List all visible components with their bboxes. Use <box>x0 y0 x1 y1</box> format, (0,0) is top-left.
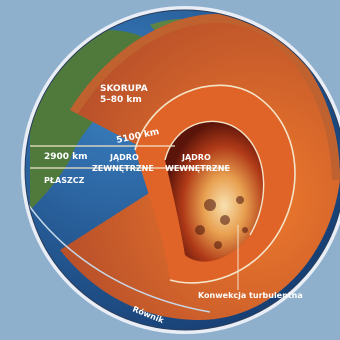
inner-core-label-line2: WEWNĘTRZNE <box>165 164 230 173</box>
crust-name-label: SKORUPA <box>100 84 148 94</box>
inner-core-layer <box>165 121 264 262</box>
outer-core-label-line1: JĄDRO <box>109 153 139 162</box>
convection-pattern <box>195 196 248 249</box>
inner-core-label-line1: JĄDRO <box>181 153 211 162</box>
outer-core-rim <box>134 84 296 284</box>
outer-core-label-line2: ZEWNĘTRZNE <box>92 164 154 173</box>
inner-core-rim <box>164 120 265 236</box>
mantle-name-label: PŁASZCZ <box>44 176 85 185</box>
globe-outline <box>24 9 340 331</box>
mantle-depth-label: 2900 km <box>44 152 88 162</box>
equator-line <box>25 199 211 313</box>
crust-thickness-label: 5–80 km <box>100 95 142 105</box>
convection-label: Konwekcja turbulentna <box>198 291 303 300</box>
